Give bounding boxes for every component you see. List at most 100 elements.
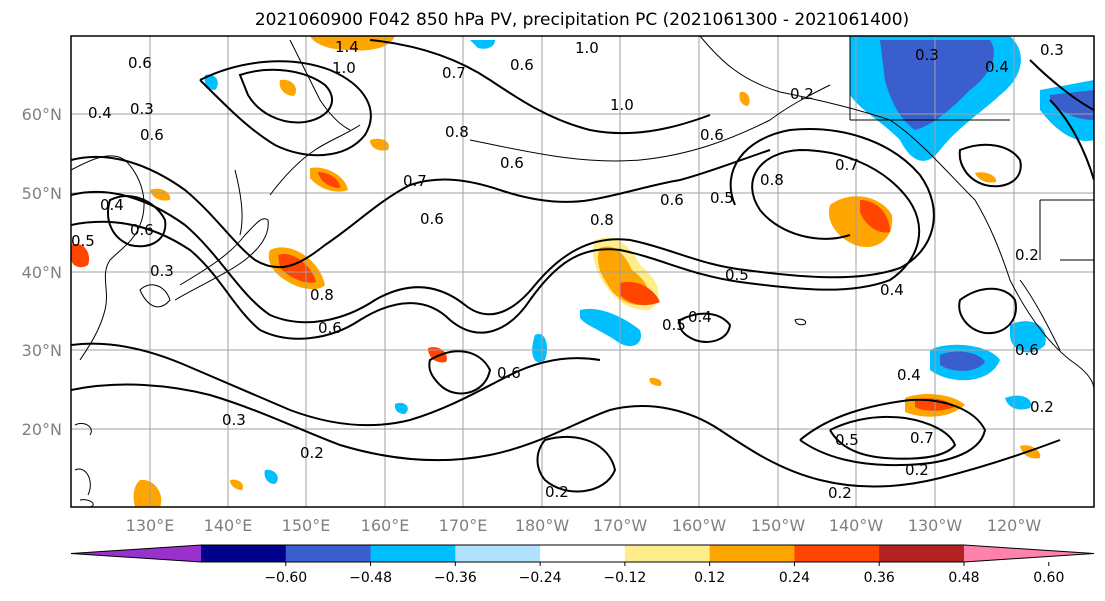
coast-borders	[849, 36, 1094, 261]
precip-neg-mid	[580, 308, 641, 347]
contour-label: 0.4	[985, 58, 1009, 76]
colorbar-tick-label: −0.24	[519, 570, 562, 586]
precip-pos-small7	[230, 479, 244, 490]
colorbar-tick-label: −0.12	[603, 570, 646, 586]
pv-contour-ne-edge	[1029, 59, 1094, 181]
colorbar-tick-label: −0.36	[434, 570, 477, 586]
precip-neg-small2	[1005, 395, 1031, 410]
colorbar-segment	[624, 545, 711, 562]
pv-contour-0-2-loop-e	[958, 287, 1017, 335]
coast-sakhalin	[234, 169, 243, 236]
colorbar-outline	[70, 544, 1095, 563]
contour-label: 0.7	[403, 172, 427, 190]
lon-label: 130°W	[908, 516, 963, 535]
precip-neg-small6	[204, 74, 218, 90]
colorbar-segment	[285, 545, 372, 562]
contour-label: 0.3	[222, 411, 246, 429]
pv-contour-0-7-loop-e	[829, 415, 957, 460]
lon-label: 150°E	[282, 516, 331, 535]
lon-label: 170°E	[439, 516, 488, 535]
precip-neg-small5	[264, 469, 278, 484]
colorbar-tick-label: 0.24	[779, 570, 810, 586]
contour-label: 0.5	[725, 266, 749, 284]
contour-label: 0.4	[100, 196, 124, 214]
contour-label: 0.6	[140, 126, 164, 144]
coast-aleutians	[469, 84, 831, 162]
precip-neg-small4	[394, 402, 408, 414]
contour-label: 0.3	[1040, 41, 1064, 59]
lat-label: 40°N	[22, 263, 62, 282]
lat-label: 50°N	[22, 184, 62, 203]
lon-label: 130°E	[126, 516, 175, 535]
contour-label: 1.0	[332, 59, 356, 77]
contour-label: 0.2	[1015, 246, 1039, 264]
figure-title: 2021060900 F042 850 hPa PV, precipitatio…	[255, 10, 909, 30]
pv-contour-0-6-loop-w	[107, 195, 167, 248]
contour-label: 0.2	[790, 85, 814, 103]
lon-label: 180°W	[515, 516, 570, 535]
precip-pos-mid-core	[620, 281, 660, 306]
pv-contour-0-8	[71, 149, 771, 269]
colorbar-segment	[370, 545, 456, 562]
precip-pos-small3	[370, 138, 389, 151]
lat-label: 30°N	[22, 341, 62, 360]
contour-label: 0.7	[910, 429, 934, 447]
precip-pos-kuril-core	[318, 172, 340, 188]
pv-contour-0-6-loop-c	[428, 350, 492, 395]
precip-pos-w-edge	[71, 244, 90, 268]
precip-neg-ne-core	[880, 40, 994, 130]
contour-label: 0.5	[662, 316, 686, 334]
contour-label: 0.6	[500, 154, 524, 172]
colorbar-tick-label: −0.60	[264, 570, 307, 586]
pv-contour-1-0-loop	[199, 60, 372, 157]
contour-label: 0.2	[545, 483, 569, 501]
contour-label: 0.7	[442, 64, 466, 82]
pv-contour-0-6	[71, 128, 935, 324]
map-panel: 1.0 1.4 1.0 0.7 0.6 1.0 0.6 0.3 0.2 0.3 …	[70, 35, 1095, 508]
coast-hawaii	[794, 318, 807, 326]
contour-label: 0.4	[88, 104, 112, 122]
contour-label: 0.2	[300, 444, 324, 462]
contour-label: 0.6	[318, 319, 342, 337]
pv-contour-0-2	[71, 383, 1061, 488]
map-frame	[70, 35, 1095, 508]
colorbar-tick-label: 0.48	[948, 570, 979, 586]
contour-label: 1.0	[575, 39, 599, 57]
contour-label: 0.5	[835, 431, 859, 449]
precip-neg-small3	[470, 40, 495, 49]
contour-label: 0.6	[1015, 341, 1039, 359]
colorbar-tick-label: 0.12	[694, 570, 725, 586]
coast-kuril	[269, 124, 361, 196]
contour-label: 0.3	[150, 262, 174, 280]
contour-label: 0.3	[130, 100, 154, 118]
precip-pos-sw	[133, 479, 162, 507]
pv-contour-0-5-loop-e	[799, 398, 987, 467]
coast-japan	[174, 218, 269, 301]
contour-label: 0.4	[897, 366, 921, 384]
colorbar-extend-low	[71, 545, 201, 562]
precip-pos-small5	[975, 172, 997, 183]
lat-label: 60°N	[22, 105, 62, 124]
pv-contour-0-4-loop	[678, 312, 732, 343]
lon-label: 140°E	[204, 516, 253, 535]
coast-namerica	[699, 36, 1094, 391]
colorbar-extend-high	[964, 545, 1094, 562]
precip-pos-small8	[649, 377, 662, 386]
coast-kamchatka	[289, 39, 351, 131]
contour-label: 0.8	[310, 286, 334, 304]
coastlines	[71, 36, 1094, 507]
precip-pos-small9	[279, 79, 297, 96]
pv-contours	[71, 39, 1094, 493]
contour-label: 0.8	[760, 171, 784, 189]
contour-label: 0.2	[1030, 398, 1054, 416]
contour-label: 1.4	[335, 38, 359, 56]
contour-label: 0.2	[905, 461, 929, 479]
pv-contour-0-5	[71, 148, 921, 340]
lon-label: 170°W	[593, 516, 648, 535]
lon-label: 140°W	[829, 516, 884, 535]
contour-label: 0.8	[590, 211, 614, 229]
precip-neg-e-core	[1050, 90, 1094, 120]
pv-contour-1-4-loop	[238, 68, 334, 124]
contour-label: 0.5	[71, 232, 95, 250]
pv-contour-1-0-n	[369, 39, 711, 135]
